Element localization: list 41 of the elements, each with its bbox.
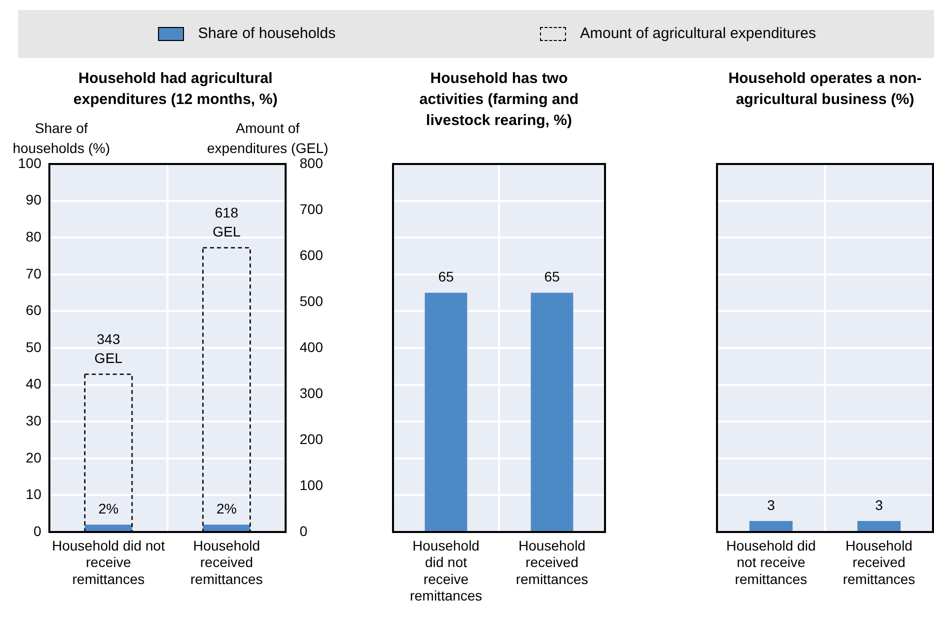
y-tick-label: 50 (26, 338, 42, 355)
y2-tick-label: 500 (300, 292, 324, 309)
y2-tick-label: 0 (300, 522, 308, 539)
y-tick-label: 40 (26, 376, 42, 392)
y2-axis-title: Amount of expenditures (GEL) (206, 120, 328, 156)
data-label: 3 (767, 496, 776, 513)
data-label: 3 (875, 496, 884, 513)
y-tick-label: 30 (26, 412, 42, 428)
x-tick-label: Household did not receive remittances (410, 537, 482, 604)
y-tick-label: 60 (26, 302, 42, 318)
y-tick-label: 70 (26, 265, 42, 282)
x-tick-label: Household received remittances (190, 537, 263, 587)
y-tick-label: 0 (34, 522, 42, 539)
chart-title: Household had agricultural expenditures (12 months, %) (72, 69, 279, 110)
chart-title: Household has two activities (farming and livestock rearing, %) (418, 69, 580, 131)
x-tick-label: Household received remittances (516, 537, 588, 587)
y2-tick-label: 400 (300, 338, 324, 355)
y-tick-label: 10 (26, 486, 42, 502)
y2-tick-label: 100 (300, 476, 324, 493)
y2-tick-label: 200 (300, 430, 324, 447)
y-tick-label: 90 (26, 192, 42, 208)
y-axis-title: Share of households (%) (12, 120, 110, 156)
x-tick-label: Household did not receive remittances (52, 537, 165, 587)
y-tick-label: 20 (26, 449, 42, 466)
y-tick-label: 100 (18, 154, 42, 171)
x-tick-label: Household received remittances (842, 537, 916, 587)
y2-tick-label: 700 (300, 200, 324, 217)
legend-label: Amount of agricultural expenditures (580, 25, 816, 42)
y-tick-label: 80 (26, 228, 42, 244)
legend-label: Share of households (198, 25, 336, 42)
data-label: 65 (438, 268, 454, 285)
chart-title: Household operates a non-agricultural business (%) (727, 69, 923, 110)
data-label: 2% (98, 500, 119, 516)
data-label: 65 (544, 268, 560, 285)
y2-tick-label: 800 (300, 154, 324, 171)
y2-tick-label: 300 (300, 384, 324, 401)
y2-tick-label: 600 (300, 246, 324, 263)
data-label: 343 GEL (94, 331, 123, 366)
x-tick-label: Household did not receive remittances (726, 537, 816, 587)
data-label: 2% (216, 500, 237, 516)
data-label: 618 GEL (212, 204, 241, 240)
